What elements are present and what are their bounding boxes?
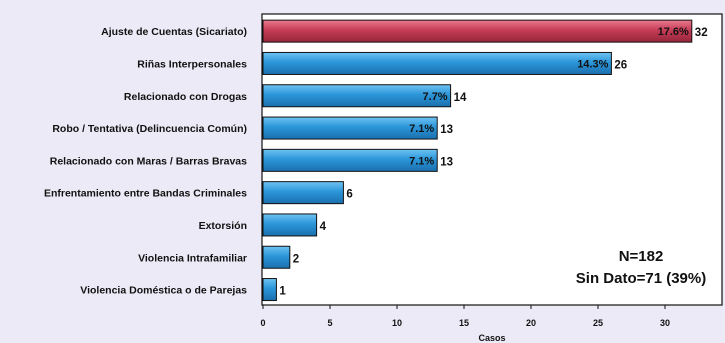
x-tick-label: 5 <box>327 318 332 328</box>
percent-label: 17.6% <box>658 26 689 38</box>
x-tick-label: 25 <box>593 318 603 328</box>
x-tick-label: 20 <box>526 318 536 328</box>
bar <box>262 84 452 108</box>
percent-label: 14.3% <box>577 58 608 70</box>
category-label: Enfrentamiento entre Bandas Criminales <box>44 188 247 200</box>
bar <box>262 19 693 43</box>
bar <box>262 278 277 302</box>
value-label: 13 <box>440 124 453 136</box>
value-label: 4 <box>320 221 327 233</box>
value-label: 1 <box>279 286 286 298</box>
category-label: Extorsión <box>199 220 247 232</box>
bar <box>262 51 612 75</box>
category-label: Riñas Interpersonales <box>137 58 247 70</box>
value-label: 13 <box>440 156 453 168</box>
percent-label: 7.1% <box>409 155 434 167</box>
category-label: Relacionado con Maras / Barras Bravas <box>50 155 247 167</box>
percent-label: 7.1% <box>409 123 434 135</box>
value-label: 14 <box>454 92 467 104</box>
category-label: Violencia Intrafamiliar <box>138 252 247 264</box>
x-tick-label: 15 <box>459 318 469 328</box>
category-label: Relacionado con Drogas <box>124 91 247 103</box>
bar <box>262 181 344 205</box>
value-label: 32 <box>695 27 708 39</box>
missing-data-note: Sin Dato=71 (39%) <box>576 270 706 287</box>
category-label: Ajuste de Cuentas (Sicariato) <box>101 26 247 38</box>
category-label: Robo / Tentativa (Delincuencia Común) <box>52 123 247 135</box>
bar <box>262 116 438 140</box>
x-tick-label: 30 <box>660 318 670 328</box>
category-label: Violencia Doméstica o de Parejas <box>80 285 247 297</box>
sample-size-note: N=182 <box>619 248 664 265</box>
percent-label: 7.7% <box>423 91 448 103</box>
value-label: 26 <box>614 59 627 71</box>
x-axis-label: Casos <box>478 333 505 343</box>
bar <box>262 245 291 269</box>
bar <box>262 213 318 237</box>
bar <box>262 148 438 172</box>
value-label: 2 <box>293 253 299 265</box>
value-label: 6 <box>346 189 352 201</box>
x-tick-label: 0 <box>260 318 265 328</box>
x-tick-label: 10 <box>392 318 402 328</box>
